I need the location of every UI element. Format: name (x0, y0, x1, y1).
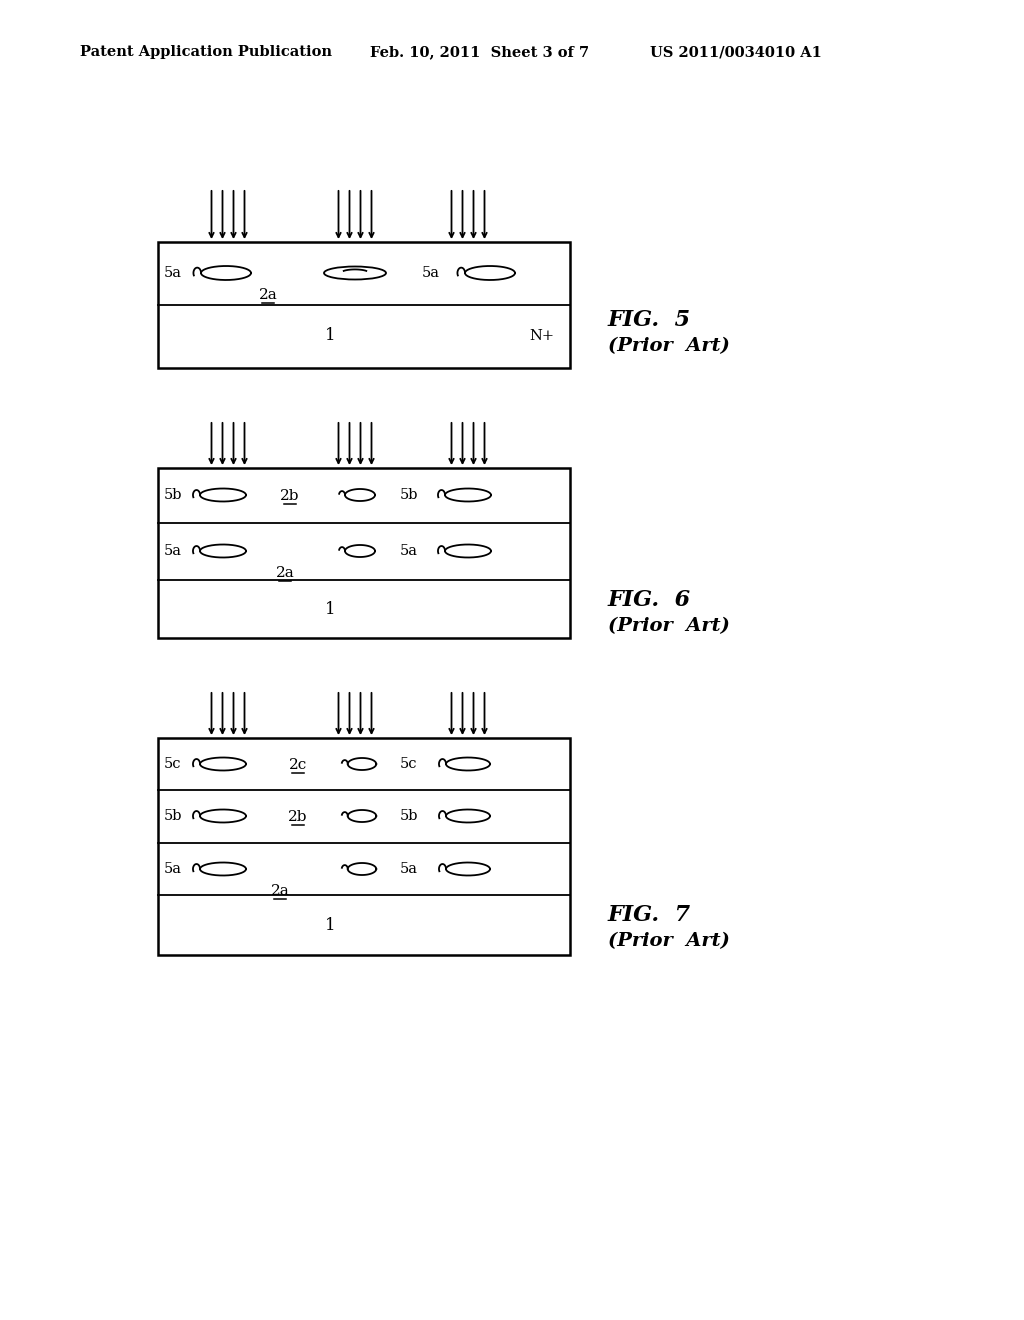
Text: 5c: 5c (400, 756, 418, 771)
Text: US 2011/0034010 A1: US 2011/0034010 A1 (650, 45, 822, 59)
Text: 2a: 2a (270, 884, 290, 898)
Text: FIG.  6: FIG. 6 (608, 589, 691, 611)
Text: 5b: 5b (164, 488, 182, 502)
Text: 5a: 5a (422, 267, 440, 280)
Text: 1: 1 (325, 601, 335, 618)
Text: 5b: 5b (400, 488, 419, 502)
Bar (158, 469, 570, 638)
Text: 2c: 2c (289, 758, 307, 772)
Text: 5b: 5b (400, 809, 419, 822)
Text: (Prior  Art): (Prior Art) (608, 337, 730, 355)
Text: 2a: 2a (259, 288, 278, 302)
Text: Patent Application Publication: Patent Application Publication (80, 45, 332, 59)
Text: 5a: 5a (400, 544, 418, 558)
Text: FIG.  5: FIG. 5 (608, 309, 691, 331)
Text: Feb. 10, 2011  Sheet 3 of 7: Feb. 10, 2011 Sheet 3 of 7 (370, 45, 589, 59)
Text: 5c: 5c (164, 756, 181, 771)
Text: 2a: 2a (275, 566, 294, 579)
Text: FIG.  7: FIG. 7 (608, 904, 691, 927)
Bar (158, 738, 570, 954)
Text: N+: N+ (529, 329, 555, 343)
Text: 5a: 5a (164, 544, 182, 558)
Text: 1: 1 (325, 327, 335, 345)
Text: 5a: 5a (400, 862, 418, 876)
Text: 5a: 5a (164, 267, 182, 280)
Text: 1: 1 (325, 916, 335, 933)
Bar (158, 242, 570, 368)
Text: (Prior  Art): (Prior Art) (608, 616, 730, 635)
Text: 5a: 5a (164, 862, 182, 876)
Text: 2b: 2b (288, 810, 308, 824)
Text: 5b: 5b (164, 809, 182, 822)
Text: (Prior  Art): (Prior Art) (608, 932, 730, 949)
Text: 2b: 2b (281, 488, 300, 503)
